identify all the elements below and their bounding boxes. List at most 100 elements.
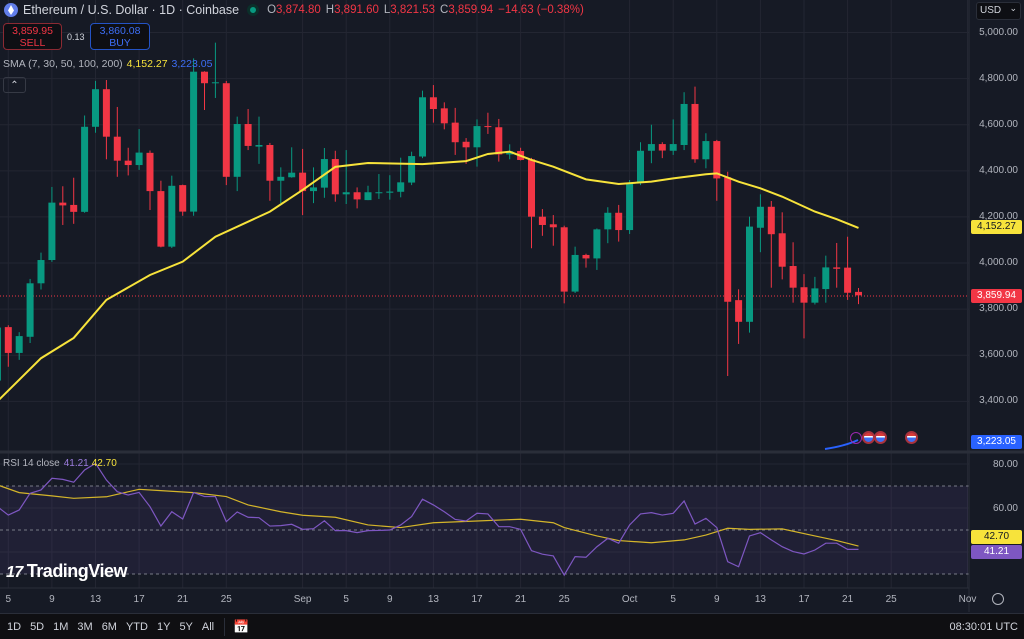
- candle[interactable]: [190, 58, 198, 216]
- range-button-5y[interactable]: 5Y: [179, 620, 193, 633]
- candle[interactable]: [669, 119, 677, 155]
- candle[interactable]: [244, 109, 252, 151]
- candle[interactable]: [157, 180, 165, 248]
- candle[interactable]: [658, 142, 666, 159]
- candle[interactable]: [495, 118, 503, 162]
- clock-time[interactable]: 08:30:01 UTC: [949, 621, 1018, 633]
- us-event-flag-icon[interactable]: [874, 431, 887, 444]
- candle[interactable]: [833, 242, 841, 288]
- candle[interactable]: [375, 174, 383, 199]
- candle[interactable]: [15, 332, 23, 360]
- candle[interactable]: [146, 150, 154, 211]
- candle[interactable]: [811, 276, 819, 305]
- candle[interactable]: [538, 209, 546, 236]
- range-button-3m[interactable]: 3M: [77, 620, 93, 633]
- candle[interactable]: [855, 288, 862, 305]
- candle[interactable]: [626, 180, 634, 234]
- candle[interactable]: [386, 175, 394, 200]
- symbol-title[interactable]: Ethereum / U.S. Dollar · 1D · Coinbase: [23, 3, 240, 17]
- candle[interactable]: [331, 150, 339, 202]
- candle[interactable]: [451, 107, 459, 155]
- candle[interactable]: [746, 216, 753, 333]
- range-button-1m[interactable]: 1M: [53, 620, 69, 633]
- sell-button[interactable]: 3,859.95 SELL: [3, 23, 62, 50]
- candle[interactable]: [59, 186, 67, 225]
- candle[interactable]: [211, 42, 219, 98]
- candle[interactable]: [320, 147, 328, 198]
- candle[interactable]: [713, 139, 721, 201]
- candle[interactable]: [168, 175, 176, 249]
- candle[interactable]: [691, 86, 699, 163]
- range-button-1y[interactable]: 1Y: [156, 620, 171, 633]
- sma-legend[interactable]: SMA (7, 30, 50, 100, 200) 4,152.27 3,223.0…: [3, 58, 212, 70]
- candle[interactable]: [222, 80, 230, 186]
- candle[interactable]: [266, 142, 274, 201]
- candle[interactable]: [4, 325, 12, 367]
- candle[interactable]: [778, 212, 786, 280]
- candle[interactable]: [473, 119, 481, 167]
- candle[interactable]: [342, 150, 350, 205]
- candle[interactable]: [440, 102, 448, 130]
- candle[interactable]: [233, 116, 241, 192]
- candle[interactable]: [0, 326, 1, 382]
- candle[interactable]: [680, 92, 688, 151]
- range-button-6m[interactable]: 6M: [101, 620, 117, 633]
- candle[interactable]: [124, 147, 132, 176]
- candle[interactable]: [756, 194, 764, 253]
- candle[interactable]: [70, 177, 78, 224]
- candle[interactable]: [408, 151, 416, 186]
- calendar-goto-date-icon[interactable]: 📅: [233, 618, 250, 634]
- collapse-legend-button[interactable]: ⌃: [3, 77, 26, 93]
- candle[interactable]: [81, 115, 89, 213]
- range-button-all[interactable]: All: [201, 620, 215, 633]
- range-button-5d[interactable]: 5D: [30, 620, 45, 633]
- candle[interactable]: [419, 90, 426, 159]
- candle[interactable]: [637, 142, 644, 186]
- candle[interactable]: [735, 289, 743, 344]
- candle[interactable]: [135, 129, 143, 170]
- candle[interactable]: [462, 138, 470, 164]
- candle[interactable]: [429, 85, 437, 123]
- candle[interactable]: [560, 225, 568, 304]
- candle[interactable]: [277, 167, 285, 204]
- candle[interactable]: [702, 133, 710, 169]
- candle[interactable]: [92, 80, 99, 133]
- buy-button[interactable]: 3,860.08 BUY: [90, 23, 150, 50]
- candle[interactable]: [26, 278, 34, 344]
- candle[interactable]: [484, 112, 492, 134]
- dividend-event-icon[interactable]: [850, 432, 862, 444]
- candle[interactable]: [789, 242, 797, 303]
- range-button-ytd[interactable]: YTD: [125, 620, 148, 633]
- candle[interactable]: [593, 228, 601, 270]
- candle[interactable]: [800, 274, 808, 339]
- currency-select[interactable]: USD: [976, 0, 1021, 20]
- candle[interactable]: [353, 187, 361, 209]
- candle[interactable]: [364, 185, 372, 201]
- candle[interactable]: [647, 124, 655, 164]
- candle[interactable]: [582, 253, 590, 268]
- candle[interactable]: [822, 255, 830, 303]
- candle[interactable]: [571, 246, 579, 293]
- range-button-1d[interactable]: 1D: [7, 620, 22, 633]
- candle[interactable]: [255, 116, 263, 164]
- candle[interactable]: [844, 236, 852, 300]
- candle[interactable]: [102, 79, 110, 160]
- candle[interactable]: [201, 71, 208, 110]
- candle[interactable]: [37, 252, 45, 290]
- candle[interactable]: [48, 186, 56, 262]
- candle[interactable]: [288, 147, 296, 178]
- candle[interactable]: [310, 167, 317, 204]
- candle[interactable]: [549, 215, 557, 246]
- rsi-legend[interactable]: RSI 14 close 41.21 42.70: [3, 458, 117, 469]
- candle[interactable]: [113, 106, 121, 177]
- candle[interactable]: [615, 204, 623, 242]
- candle[interactable]: [604, 207, 612, 244]
- us-event-flag-icon[interactable]: [905, 431, 918, 444]
- candle[interactable]: [179, 184, 187, 216]
- price-chart[interactable]: [0, 0, 1024, 612]
- candle[interactable]: [299, 148, 307, 216]
- candle[interactable]: [528, 157, 535, 249]
- settings-gear-icon[interactable]: [992, 593, 1004, 605]
- candle[interactable]: [724, 171, 732, 376]
- candle[interactable]: [767, 201, 775, 288]
